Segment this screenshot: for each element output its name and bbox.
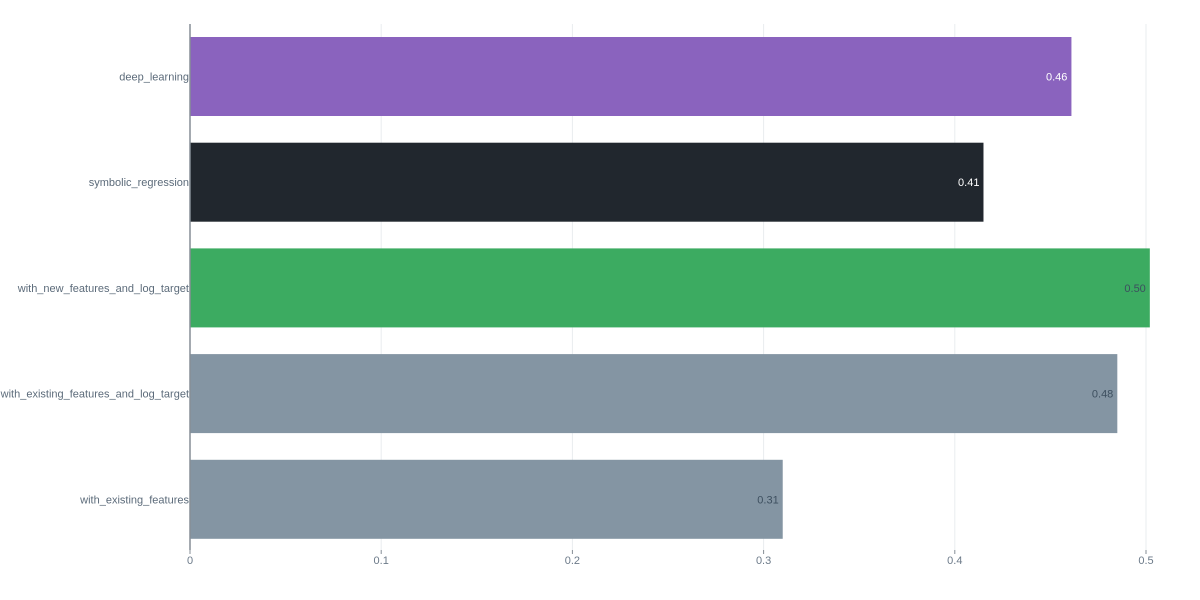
x-tick-label: 0.2 (565, 555, 580, 567)
bar-value-label: 0.50 (1124, 283, 1145, 295)
data-label-layer: 0.46 0.41 0.50 0.48 0.31 (757, 72, 1146, 507)
bar-value-label: 0.31 (757, 494, 778, 506)
bar (190, 354, 1118, 434)
x-tick-label: 0.1 (374, 555, 389, 567)
x-tick-label: 0.3 (756, 555, 771, 567)
bar-layer (190, 37, 1150, 539)
bar-value-label: 0.41 (958, 177, 979, 189)
y-category-label: deep_learning (119, 72, 189, 84)
y-category-label: symbolic_regression (89, 177, 189, 189)
axis-layer: 0 0.1 0.2 0.3 0.4 0.5 deep_learning symbolic_re… (0, 24, 1154, 567)
y-category-label: with_new_features_and_log_target (17, 283, 189, 295)
x-tick-label: 0.5 (1138, 555, 1153, 567)
bar (190, 459, 783, 539)
x-tick-label: 0 (187, 555, 193, 567)
x-tick-label: 0.4 (947, 555, 962, 567)
bar-value-label: 0.46 (1046, 72, 1067, 84)
bar (190, 248, 1150, 328)
y-category-label: with_existing_features_and_log_target (0, 389, 189, 401)
bar (190, 37, 1072, 116)
bar (190, 142, 984, 222)
bar-value-label: 0.48 (1092, 389, 1113, 401)
y-category-label: with_existing_features (79, 494, 189, 506)
